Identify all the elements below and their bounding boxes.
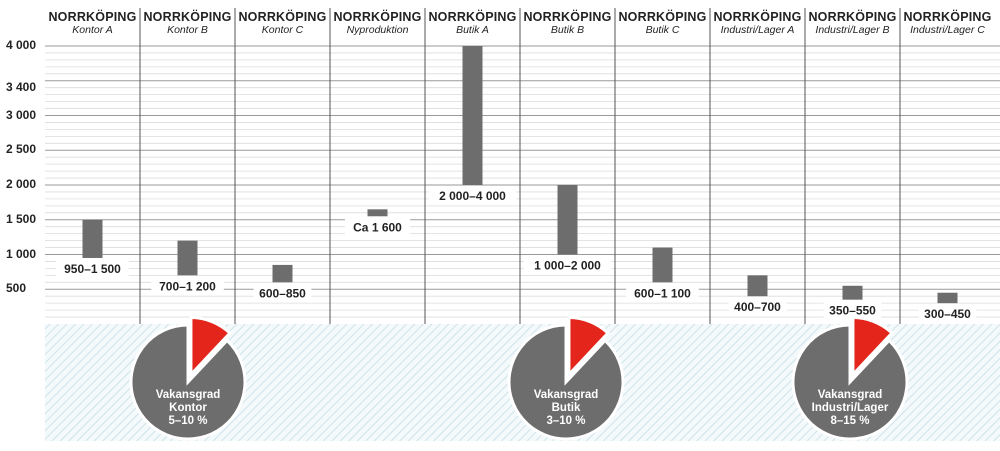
range-label: 400–700 (734, 300, 781, 314)
column-header: NORRKÖPING Butik A (425, 10, 520, 36)
range-label: Ca 1 600 (353, 220, 402, 234)
pie-label-line: 8–15 % (830, 415, 869, 427)
range-label: 950–1 500 (64, 262, 121, 276)
pie-vacancy-slice (189, 316, 233, 379)
pie-vacancy-slice (851, 316, 895, 379)
range-bar (462, 46, 483, 185)
column-region: NORRKÖPING (713, 10, 802, 24)
range-bar (652, 247, 673, 283)
column-header: NORRKÖPING Butik C (615, 10, 710, 36)
column-region: NORRKÖPING (333, 10, 422, 24)
range-label: 300–450 (924, 307, 971, 321)
pie-label-line: Vakansgrad (818, 389, 883, 401)
pie-main-slice (129, 323, 247, 441)
column-header: NORRKÖPING Kontor C (235, 10, 330, 36)
y-tick-label: 3 000 (6, 107, 37, 122)
range-bar (557, 185, 578, 255)
column-segment: Nyproduktion (346, 24, 409, 37)
column-header: NORRKÖPING Industri/Lager C (900, 10, 995, 36)
column-segment: Industri/Lager C (910, 24, 985, 37)
range-label: 600–850 (259, 286, 306, 300)
range-label: 2 000–4 000 (439, 189, 506, 203)
pie-label-line: 3–10 % (546, 415, 585, 427)
range-bar (177, 240, 198, 276)
y-tick-label: 500 (6, 281, 27, 296)
column-region: NORRKÖPING (143, 10, 232, 24)
range-label-bg (523, 256, 612, 274)
column-segment: Butik C (645, 24, 680, 37)
column-segment: Butik A (456, 24, 489, 37)
column-region: NORRKÖPING (808, 10, 897, 24)
y-tick-label: 1 000 (6, 246, 37, 261)
column-region: NORRKÖPING (238, 10, 327, 24)
column-header: NORRKÖPING Industri/Lager B (805, 10, 900, 36)
pie-main-slice (507, 323, 625, 441)
column-header: NORRKÖPING Industri/Lager A (710, 10, 805, 36)
column-region: NORRKÖPING (428, 10, 517, 24)
column-segment: Butik B (550, 24, 585, 37)
range-label-bg (823, 301, 882, 319)
range-label: 600–1 100 (634, 286, 691, 300)
range-bar (82, 219, 103, 258)
column-header: NORRKÖPING Kontor A (45, 10, 140, 36)
range-bar (367, 209, 388, 217)
range-label-bg (626, 284, 699, 302)
column-segment: Kontor B (167, 24, 208, 37)
column-segment: Kontor C (261, 24, 304, 37)
pie-label-line: Vakansgrad (534, 389, 599, 401)
range-label-bg (56, 259, 129, 277)
pie-main-slice (791, 323, 909, 441)
y-tick-label: 4 000 (6, 38, 37, 52)
range-label-bg (151, 277, 224, 295)
pie-label-line: 5–10 % (168, 415, 207, 427)
range-label: 700–1 200 (159, 279, 216, 293)
y-tick-label: 2 500 (6, 142, 37, 157)
pie-label-line: Vakansgrad (156, 389, 221, 401)
pie-label-line: Butik (552, 402, 581, 414)
column-segment: Industri/Lager B (815, 24, 890, 37)
column-header: NORRKÖPING Kontor B (140, 10, 235, 36)
range-bar (842, 285, 863, 300)
range-bar (272, 264, 293, 283)
range-label: 350–550 (829, 304, 876, 318)
range-label-bg (428, 187, 517, 204)
column-region: NORRKÖPING (903, 10, 992, 24)
column-region: NORRKÖPING (523, 10, 612, 24)
range-label-bg (253, 284, 312, 302)
range-label-bg (918, 305, 977, 323)
range-label-bg (728, 298, 787, 316)
range-bar (937, 292, 958, 304)
y-tick-label: 1 500 (6, 211, 37, 226)
column-region: NORRKÖPING (48, 10, 137, 24)
pie-vacancy-slice (567, 316, 611, 379)
range-label-bg (344, 218, 411, 236)
range-bar (747, 275, 768, 297)
column-header: NORRKÖPING Butik B (520, 10, 615, 36)
column-segment: Industri/Lager A (720, 24, 795, 37)
pie-label-line: Kontor (169, 402, 207, 414)
column-region: NORRKÖPING (618, 10, 707, 24)
y-tick-label: 2 000 (6, 177, 37, 191)
y-tick-label: 3 400 (6, 79, 37, 94)
pie-label-line: Industri/Lager (812, 402, 889, 414)
column-segment: Kontor A (72, 24, 113, 37)
column-header: NORRKÖPING Nyproduktion (330, 10, 425, 36)
range-label: 1 000–2 000 (534, 259, 601, 273)
